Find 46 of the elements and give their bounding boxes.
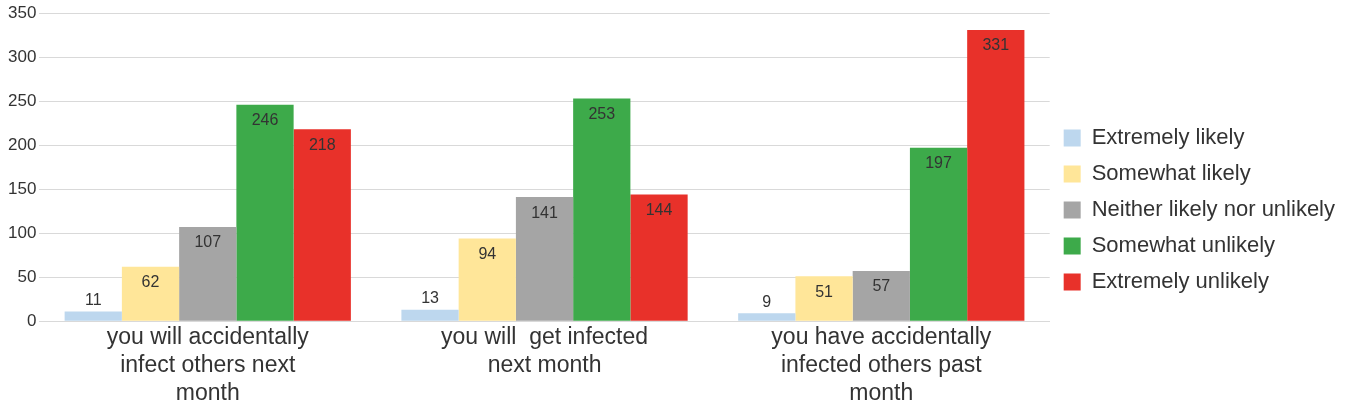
y-tick-label: 200	[7, 134, 37, 154]
x-tick-label: you will get infected next month	[440, 323, 649, 377]
data-label: 253	[588, 104, 616, 122]
y-tick-label: 0	[26, 310, 37, 330]
legend-label: Extremely likely	[1091, 124, 1245, 150]
y-tick-label: 250	[7, 90, 37, 110]
y-tick-label: 350	[7, 2, 37, 22]
data-label: 94	[478, 244, 497, 262]
data-label: 62	[141, 273, 160, 291]
bar	[738, 313, 796, 321]
x-tick-label: you will accidentally infect others next month	[106, 323, 310, 405]
data-label: 57	[872, 277, 891, 295]
bar	[401, 309, 459, 321]
data-label: 197	[925, 154, 952, 172]
data-label: 141	[531, 203, 558, 221]
legend-label: Somewhat likely	[1091, 160, 1251, 186]
data-label: 331	[982, 36, 1010, 54]
bar	[795, 276, 853, 321]
bar	[852, 271, 910, 321]
bar	[630, 194, 688, 321]
legend-label: Extremely unlikely	[1091, 268, 1269, 294]
y-tick-label: 50	[17, 266, 37, 286]
y-tick-label: 100	[7, 222, 37, 242]
data-label: 144	[645, 200, 673, 218]
bar	[64, 311, 122, 321]
data-label: 13	[421, 289, 440, 307]
data-label: 9	[762, 292, 772, 310]
bar	[967, 29, 1025, 321]
bar	[573, 98, 631, 321]
bar	[179, 227, 237, 321]
y-tick-label: 150	[7, 178, 37, 198]
legend-label: Somewhat unlikely	[1091, 232, 1276, 258]
bar	[236, 104, 294, 321]
bar	[121, 266, 180, 321]
data-label: 11	[84, 290, 102, 308]
bar	[293, 129, 351, 321]
x-tick-label: you have accidentally infected others past month	[771, 323, 992, 405]
bar	[909, 147, 968, 321]
data-label: 246	[251, 111, 279, 129]
bar	[458, 238, 516, 321]
bar	[515, 197, 574, 321]
y-tick-label: 300	[7, 46, 37, 66]
data-label: 51	[815, 282, 834, 300]
legend-label: Neither likely nor unlikely	[1091, 196, 1336, 222]
data-label: 218	[308, 135, 336, 153]
data-label: 107	[194, 233, 222, 251]
